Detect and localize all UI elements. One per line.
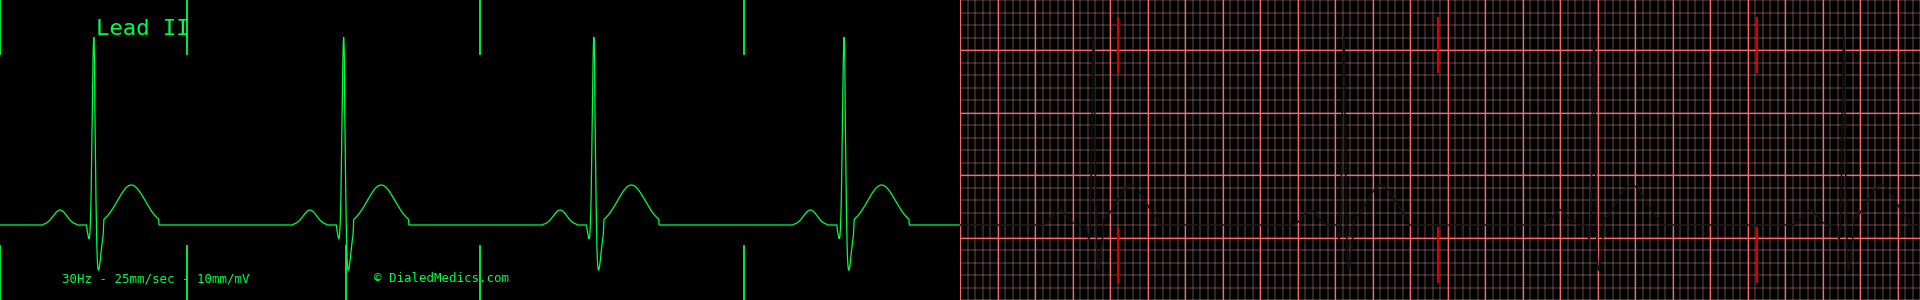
Text: © DialedMedics.com: © DialedMedics.com bbox=[374, 272, 509, 285]
Text: 30Hz - 25mm/sec - 10mm/mV: 30Hz - 25mm/sec - 10mm/mV bbox=[63, 272, 250, 285]
Text: Lead II: Lead II bbox=[96, 19, 190, 39]
